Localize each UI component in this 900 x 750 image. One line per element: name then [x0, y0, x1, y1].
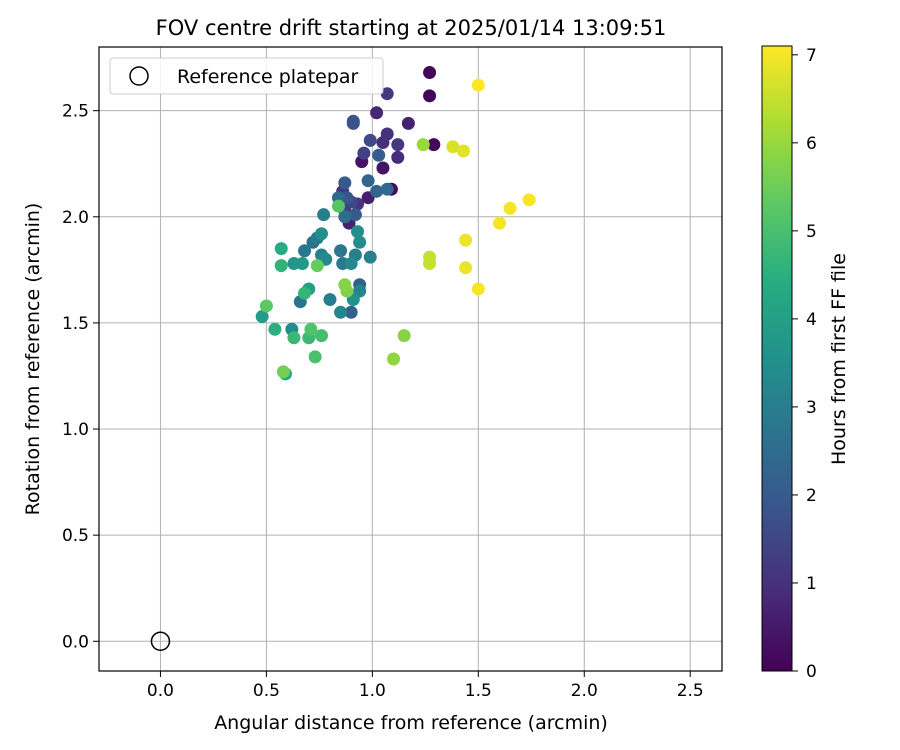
data-point: [376, 136, 390, 150]
x-axis-ticks: 0.0 0.5 1.0 1.5 2.0 2.5: [147, 671, 704, 701]
data-point: [353, 235, 367, 249]
data-point: [423, 89, 437, 103]
data-point: [334, 244, 348, 258]
reference-point-marker: [150, 631, 171, 652]
data-point: [380, 87, 394, 101]
data-point: [344, 256, 358, 270]
colorbar-tick-label: 0: [806, 662, 817, 682]
data-point: [423, 65, 437, 79]
data-point: [401, 116, 415, 130]
y-tick-label: 0.5: [62, 526, 89, 546]
data-point: [503, 201, 517, 215]
data-point: [391, 150, 405, 164]
colorbar-tick-label: 7: [806, 46, 817, 66]
data-point: [274, 242, 288, 256]
data-point: [456, 144, 470, 158]
data-point: [346, 114, 360, 128]
colorbar-label: Hours from first FF file: [828, 253, 850, 465]
data-point: [471, 78, 485, 92]
data-point: [459, 261, 473, 275]
data-point: [298, 286, 312, 300]
data-point: [295, 256, 309, 270]
colorbar-tick-label: 2: [806, 486, 817, 506]
legend-marker-icon: [129, 66, 149, 86]
y-axis-label: Rotation from reference (arcmin): [22, 203, 44, 516]
plot-frame: [98, 46, 723, 672]
legend-box: [109, 57, 384, 95]
data-point: [331, 199, 345, 213]
data-point: [391, 138, 405, 152]
data-point: [338, 176, 352, 190]
data-point: [427, 138, 441, 152]
data-point: [416, 138, 430, 152]
x-tick-label: 1.0: [359, 681, 386, 701]
y-tick-label: 1.0: [62, 420, 89, 440]
data-point: [361, 174, 375, 188]
y-axis-ticks: 0.0 0.5 1.0 1.5 2.0 2.5: [62, 102, 99, 652]
x-tick-label: 1.5: [465, 681, 492, 701]
data-point: [459, 233, 473, 247]
data-point: [315, 227, 328, 241]
data-point: [348, 208, 362, 222]
data-point: [338, 210, 352, 224]
colorbar: [761, 45, 793, 672]
x-tick-label: 2.5: [677, 681, 704, 701]
data-point: [338, 278, 352, 292]
x-axis-label: Angular distance from reference (arcmin): [214, 712, 608, 734]
data-point: [310, 259, 324, 273]
data-point: [344, 305, 358, 319]
colorbar-tick-label: 4: [806, 310, 817, 330]
x-tick-label: 2.0: [571, 681, 598, 701]
data-point: [304, 322, 318, 336]
data-point: [298, 244, 312, 258]
data-point: [334, 305, 348, 319]
legend-entry-label: Reference platepar: [177, 66, 359, 88]
data-point: [274, 259, 288, 273]
data-point: [380, 182, 394, 196]
data-point: [315, 329, 328, 343]
x-tick-label: 0.5: [253, 681, 280, 701]
data-point: [370, 184, 384, 198]
data-point: [259, 299, 273, 313]
data-point: [423, 256, 437, 270]
y-tick-label: 1.5: [62, 314, 89, 334]
data-point: [522, 193, 536, 207]
data-point: [276, 365, 290, 379]
colorbar-ticks: 0 1 2 3 4 5 6 7: [792, 46, 817, 682]
y-tick-label: 2.0: [62, 208, 89, 228]
colorbar-tick-label: 3: [806, 398, 817, 418]
grid-lines: [99, 47, 722, 671]
legend: Reference platepar: [109, 57, 384, 95]
colorbar-tick-label: 6: [806, 134, 817, 154]
data-point: [471, 282, 485, 296]
data-point: [397, 329, 411, 343]
data-point: [357, 146, 371, 160]
data-point: [287, 331, 301, 345]
data-point: [446, 140, 460, 154]
data-point: [317, 208, 331, 222]
data-point: [255, 310, 269, 324]
data-point: [308, 350, 322, 364]
x-tick-label: 0.0: [147, 681, 174, 701]
y-tick-label: 2.5: [62, 102, 89, 122]
data-point: [387, 352, 401, 366]
data-point: [363, 133, 377, 147]
data-point: [493, 216, 506, 230]
scatter-points: [255, 65, 536, 381]
colorbar-tick-label: 1: [806, 574, 817, 594]
data-point: [268, 322, 282, 336]
y-tick-label: 0.0: [62, 632, 89, 652]
chart-title: FOV centre drift starting at 2025/01/14 …: [156, 16, 667, 40]
data-point: [323, 293, 337, 307]
data-point: [376, 161, 390, 175]
data-point: [363, 250, 377, 264]
colorbar-tick-label: 5: [806, 222, 817, 242]
data-point: [370, 106, 384, 120]
data-point: [351, 225, 365, 239]
data-point: [372, 148, 386, 162]
